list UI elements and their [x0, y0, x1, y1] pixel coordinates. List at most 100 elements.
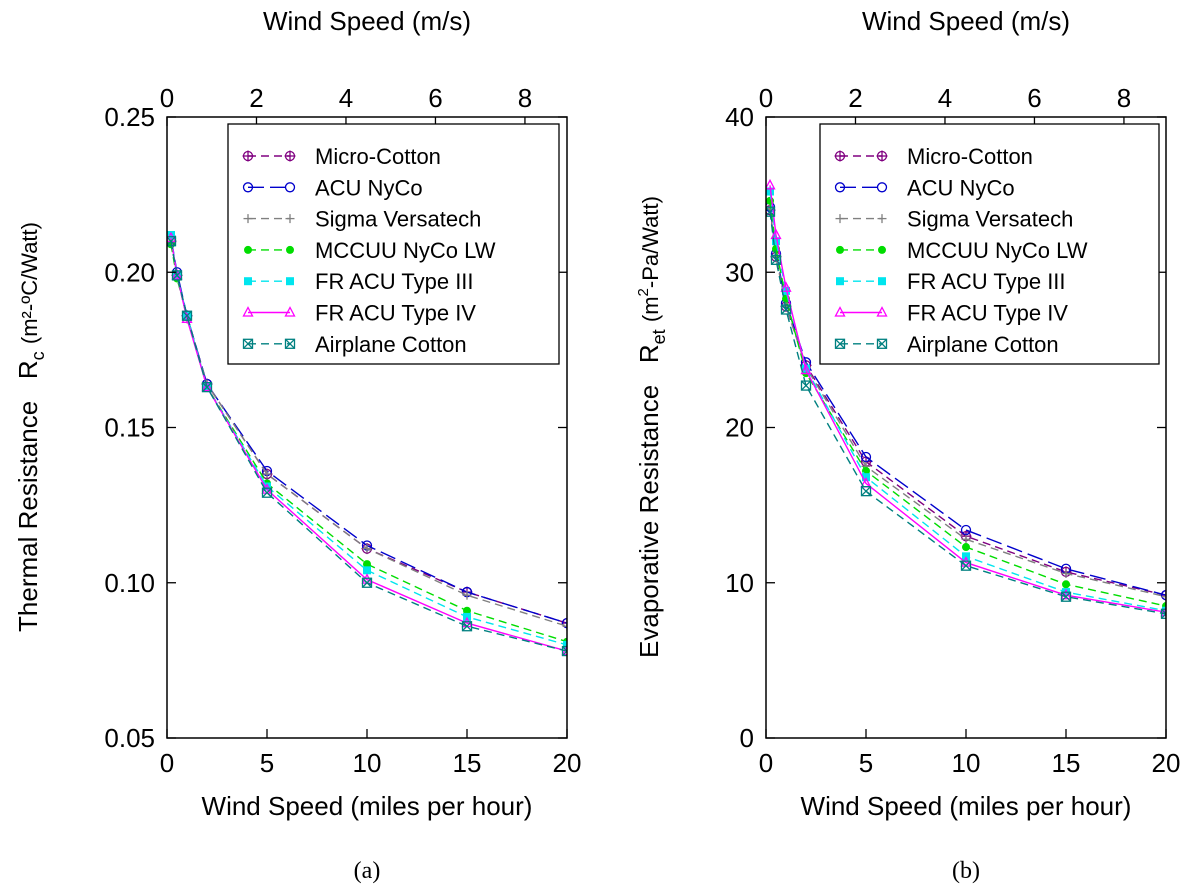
legend-marker — [834, 150, 846, 162]
data-point — [563, 640, 567, 649]
legend-marker — [284, 182, 296, 193]
data-point — [171, 268, 183, 280]
x-tick-label: 10 — [952, 748, 981, 778]
legend-item: Airplane Cotton — [242, 332, 467, 357]
data-point — [167, 236, 177, 247]
legend-marker — [243, 214, 253, 224]
data-point — [860, 451, 872, 463]
data-point — [201, 381, 213, 393]
data-point — [463, 606, 471, 615]
y-axis-unit-pre: (m — [638, 296, 663, 322]
data-point — [1161, 592, 1166, 602]
data-point — [362, 544, 372, 554]
legend-item: ACU NyCo — [834, 175, 1015, 200]
legend-marker — [876, 338, 888, 349]
top-axis-title: Wind Speed (m/s) — [862, 6, 1070, 36]
y-tick-label: 0.20 — [104, 257, 155, 287]
x-tick-label: 15 — [1052, 748, 1081, 778]
legend-marker — [835, 214, 845, 224]
legend-marker — [877, 214, 887, 224]
series-line — [769, 185, 1166, 613]
x-tick-label: 5 — [859, 748, 873, 778]
legend-marker — [876, 182, 888, 193]
y-axis-title: Thermal Resistance Rc (m²-ºC/Watt) — [13, 222, 48, 632]
data-point — [1062, 580, 1070, 589]
bottom-axis-title: Wind Speed (miles per hour) — [801, 791, 1132, 821]
series-line — [769, 211, 1166, 615]
data-point — [960, 524, 972, 536]
y-axis-unit: (m²-ºC/Watt) — [17, 222, 42, 344]
legend-label: MCCUU NyCo LW — [315, 238, 496, 263]
x2-tick-label: 6 — [1027, 83, 1041, 113]
y-tick-label: 30 — [725, 257, 754, 287]
x-tick-label: 20 — [553, 748, 582, 778]
series-line — [170, 234, 567, 646]
legend-marker — [876, 150, 888, 162]
x-tick-label: 20 — [1152, 748, 1181, 778]
y-axis-title: Evaporative Resistance Ret (m2-Pa/Watt) — [634, 196, 669, 658]
x2-tick-label: 8 — [518, 83, 532, 113]
legend-marker — [834, 338, 846, 349]
y-axis-subscript: et — [649, 329, 669, 344]
legend-item: FR ACU Type III — [836, 269, 1066, 294]
data-point — [363, 566, 371, 575]
legend-marker — [878, 245, 886, 254]
y-tick-label: 20 — [725, 413, 754, 443]
legend-marker — [284, 150, 296, 162]
legend-label: FR ACU Type IV — [907, 301, 1068, 326]
legend-item: FR ACU Type III — [244, 269, 474, 294]
y-axis-subscript: c — [28, 351, 48, 360]
x2-tick-label: 2 — [249, 83, 263, 113]
legend-marker — [834, 182, 846, 193]
legend-item: Micro-Cotton — [834, 144, 1033, 169]
legend-item: Sigma Versatech — [835, 207, 1073, 232]
data-point — [562, 621, 567, 631]
y-axis-unit-sup: 2 — [635, 288, 652, 296]
data-point — [262, 469, 272, 479]
legend-marker — [284, 306, 296, 317]
legend-label: Micro-Cotton — [907, 144, 1033, 169]
data-point — [261, 487, 273, 498]
series-line — [170, 241, 567, 652]
x2-tick-label: 6 — [428, 83, 442, 113]
legend-marker — [285, 214, 295, 224]
legend-label: ACU NyCo — [315, 175, 423, 200]
data-point — [363, 560, 371, 569]
data-point — [1160, 608, 1166, 619]
data-point — [780, 281, 792, 292]
y-tick-label: 0.05 — [104, 723, 155, 753]
legend-item: FR ACU Type IV — [834, 301, 1068, 326]
legend-marker — [242, 338, 254, 349]
y-axis-symbol: R — [13, 360, 43, 379]
data-point — [960, 560, 972, 571]
legend-item: Micro-Cotton — [242, 144, 441, 169]
data-point — [766, 187, 774, 196]
data-point — [461, 621, 473, 632]
y-tick-label: 40 — [725, 102, 754, 132]
x2-tick-label: 8 — [1117, 83, 1131, 113]
series-line — [769, 191, 1166, 612]
x-tick-label: 10 — [353, 748, 382, 778]
legend-box — [819, 123, 1160, 365]
data-point — [766, 178, 776, 190]
y-tick-label: 0.25 — [104, 102, 155, 132]
data-point — [181, 310, 193, 321]
data-point — [766, 206, 776, 217]
legend-marker — [242, 150, 254, 162]
legend-label: FR ACU Type III — [907, 269, 1066, 294]
panel-a: 0 5 10 15 20 0 2 4 6 8 0.05 0.10 0.15 0.20 0.25 Wind S… — [13, 6, 581, 884]
data-point — [263, 482, 271, 491]
data-point — [462, 590, 472, 600]
legend-marker — [286, 277, 294, 286]
data-point — [780, 304, 792, 315]
data-point — [561, 645, 567, 657]
legend-item: MCCUU NyCo LW — [836, 238, 1088, 263]
data-point — [201, 380, 213, 392]
data-point — [961, 534, 971, 544]
top-axis-title: Wind Speed (m/s) — [263, 6, 471, 36]
y-tick-label: 0.10 — [104, 568, 155, 598]
data-point — [770, 228, 782, 240]
data-point — [1060, 591, 1072, 602]
bottom-axis-title: Wind Speed (miles per hour) — [202, 791, 533, 821]
